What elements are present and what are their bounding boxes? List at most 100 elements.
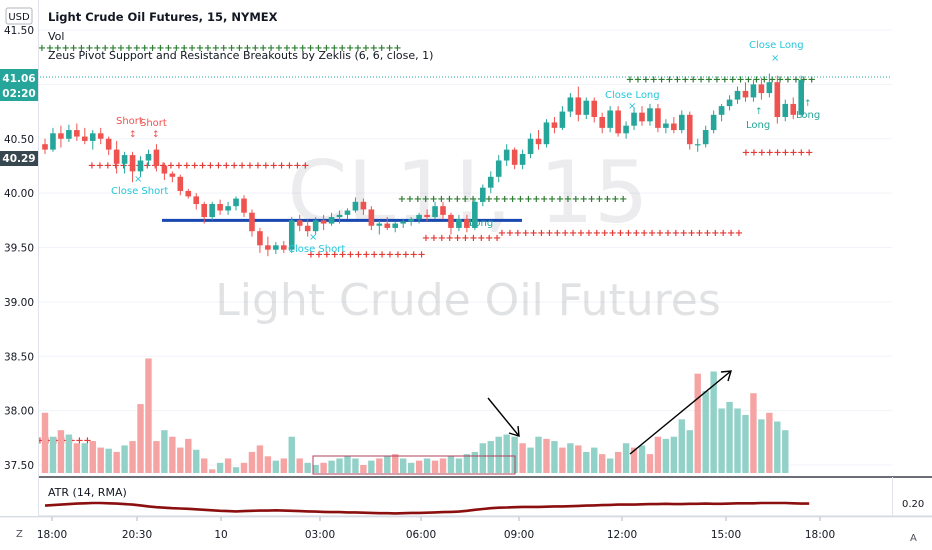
volume-bar [240,462,248,473]
candle-body [631,112,637,126]
volume-bar [654,436,662,473]
pivot-plus-icon: + [346,250,354,261]
y-tick-label: 40.50 [4,134,34,146]
volume-bar [646,454,654,473]
pivot-plus-icon: + [378,250,386,261]
pivot-plus-icon: + [461,194,469,205]
pivot-plus-icon: + [603,194,611,205]
pivot-plus-icon: + [608,228,616,239]
candle-body [58,133,64,139]
pivot-plus-icon: + [469,194,477,205]
candle-body [344,210,351,215]
pivot-plus-icon: + [422,233,430,244]
pivot-plus-icon: + [703,228,711,239]
currency-badge[interactable]: USD [5,7,33,25]
volume-bar [702,391,709,473]
pivot-plus-icon: + [314,43,322,54]
volume-bar [551,441,558,473]
pivot-plus-icon: + [370,250,378,261]
candle-body [758,84,765,94]
pivot-plus-icon: + [125,43,133,54]
scale-z-button[interactable]: Z [16,529,23,540]
volume-bar [535,436,542,473]
candle-body [567,97,574,112]
volume-bar [376,458,383,473]
volume-bar [49,436,57,473]
pivot-plus-icon: + [564,194,572,205]
pivot-plus-icon: + [119,160,127,171]
pivot-plus-icon: + [227,43,235,54]
candle-body [511,149,518,165]
candle-body [718,106,725,115]
candle-body [750,84,757,98]
pivot-plus-icon: + [437,194,445,205]
atr-line [44,501,810,515]
pivot-plus-icon: + [776,74,784,85]
volume-bar [734,408,741,473]
volume-bar [686,430,693,473]
pivot-plus-icon: + [485,194,493,205]
volume-bar [320,462,327,473]
pivot-plus-icon: + [687,228,695,239]
candle-body [623,125,629,134]
pivot-plus-icon: + [330,43,338,54]
pivot-plus-icon: + [75,435,83,446]
atr-label: ATR (14, RMA) [48,486,127,499]
pivot-plus-icon: + [212,43,220,54]
pivot-plus-icon: + [220,43,228,54]
volume-bar [41,412,49,473]
short-label: Short [116,116,143,127]
pivot-plus-icon: + [673,74,681,85]
pivot-plus-icon: + [665,74,673,85]
pivot-plus-icon: + [270,160,278,171]
pivot-plus-icon: + [141,43,149,54]
pivot-plus-icon: + [148,43,156,54]
candle-body [647,108,653,122]
volume-bar [415,460,423,473]
pivot-plus-icon: + [143,160,151,171]
indicator-legend: Zeus Pivot Support and Resistance Breako… [48,49,433,62]
volume-bar [567,443,574,473]
volume-bar [559,447,566,473]
pivot-plus-icon: + [501,194,509,205]
candle-body [392,223,399,228]
pivot-plus-icon: + [713,74,721,85]
auto-scale-button[interactable]: A [910,533,917,544]
volume-bar [606,458,614,473]
pivot-plus-icon: + [587,194,595,205]
pivot-plus-icon: + [735,228,743,239]
volume-bar [344,456,351,473]
volume-bar [766,412,773,473]
pivot-plus-icon: + [640,228,648,239]
pivot-plus-icon: + [277,160,285,171]
y-tick-label: 38.50 [4,351,34,363]
pivot-plus-icon: + [768,74,776,85]
volume-bar [288,436,295,473]
pivot-plus-icon: + [406,194,414,205]
pivot-plus-icon: + [69,43,77,54]
pivot-plus-icon: + [680,228,688,239]
pivot-plus-icon: + [784,74,792,85]
pivot-plus-icon: + [393,43,401,54]
x-tick-label: 12:00 [607,529,637,541]
pivot-plus-icon: + [595,194,603,205]
pivot-plus-icon: + [275,43,283,54]
pivot-plus-icon: + [285,160,293,171]
pivot-plus-icon: + [398,194,406,205]
volume-bar [726,401,733,473]
candle-body [50,133,56,150]
x-tick-label: 18:00 [805,529,835,541]
close-short-label: Close Short [111,186,168,197]
x-tick-label: 20:30 [122,529,152,541]
candle-body [686,114,693,145]
volume-bar [280,458,287,473]
volume-bar [583,451,590,473]
candle-body [464,219,470,228]
pivot-plus-icon: + [438,233,446,244]
candle-body [551,122,558,128]
candle-body [169,173,176,177]
candle-body [105,138,112,150]
pivot-plus-icon: + [773,147,781,158]
pivot-plus-icon: + [493,194,501,205]
pivot-plus-icon: + [672,228,680,239]
